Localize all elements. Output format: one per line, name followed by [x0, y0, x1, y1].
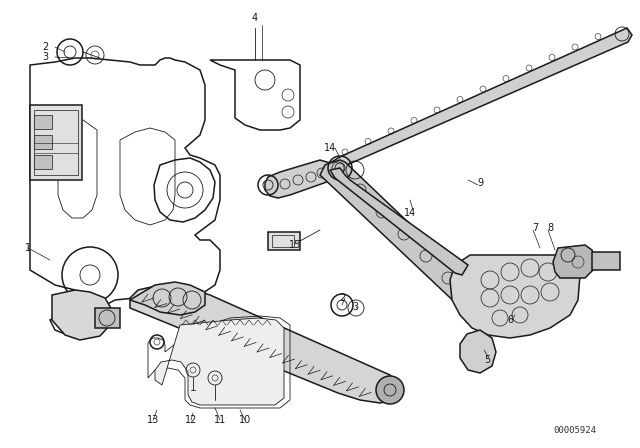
Text: 13: 13 [147, 415, 159, 425]
Polygon shape [265, 160, 338, 198]
Polygon shape [450, 255, 580, 338]
Text: 6: 6 [507, 315, 513, 325]
Bar [30, 105, 82, 180]
Text: 1: 1 [25, 243, 31, 253]
Text: 3: 3 [42, 52, 48, 62]
Bar [272, 235, 294, 247]
Bar [95, 308, 120, 328]
Text: 4: 4 [252, 13, 258, 23]
Text: 5: 5 [484, 355, 490, 365]
Text: 8: 8 [547, 223, 553, 233]
Polygon shape [330, 28, 632, 170]
Polygon shape [155, 318, 284, 405]
Text: 11: 11 [214, 415, 226, 425]
Bar [34, 155, 52, 169]
Polygon shape [553, 245, 595, 278]
Polygon shape [130, 285, 400, 403]
Text: 15: 15 [289, 240, 301, 250]
Text: 3: 3 [352, 302, 358, 312]
Polygon shape [460, 330, 496, 373]
Bar [34, 135, 52, 149]
Text: 2: 2 [339, 293, 345, 303]
Text: 9: 9 [477, 178, 483, 188]
Text: 14: 14 [404, 208, 416, 218]
Text: 2: 2 [42, 42, 48, 52]
Text: 14: 14 [324, 143, 336, 153]
Text: 7: 7 [532, 223, 538, 233]
Text: 00005924: 00005924 [554, 426, 596, 435]
Polygon shape [330, 168, 468, 275]
Bar [268, 232, 300, 250]
Polygon shape [52, 290, 112, 340]
Polygon shape [130, 282, 205, 315]
Text: 12: 12 [185, 415, 197, 425]
Bar [592, 252, 620, 270]
Polygon shape [320, 160, 505, 330]
Bar [34, 115, 52, 129]
Text: 10: 10 [239, 415, 251, 425]
Bar [34, 110, 78, 175]
Circle shape [376, 376, 404, 404]
